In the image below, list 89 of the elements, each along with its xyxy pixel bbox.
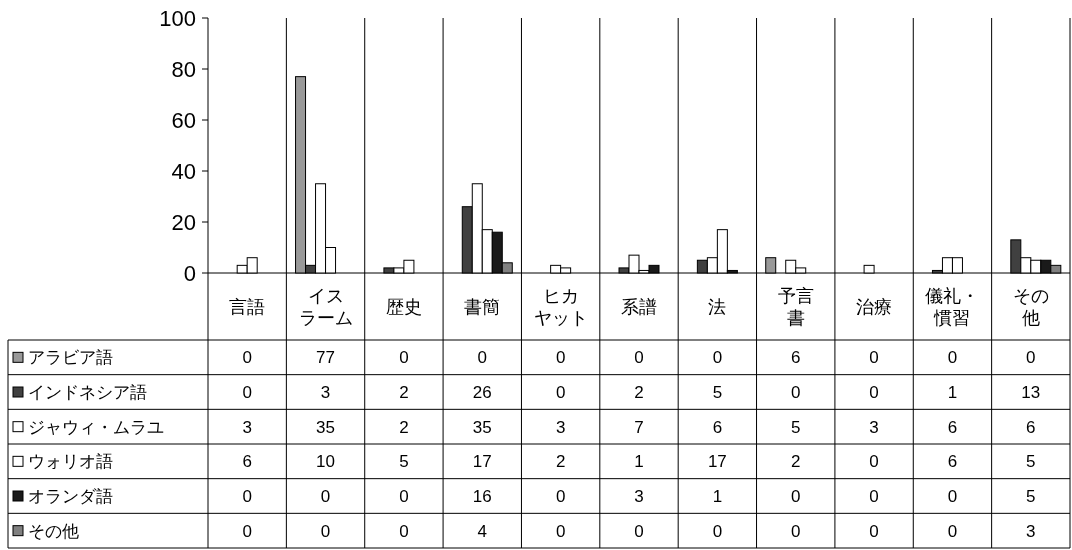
data-label: 5 <box>1026 452 1036 472</box>
y-tick-label: 100 <box>159 6 196 31</box>
data-label: 0 <box>399 521 409 541</box>
data-label: 3 <box>555 417 566 437</box>
data-label: 0 <box>242 487 252 506</box>
data-label: 0 <box>634 521 644 541</box>
data-label: 0 <box>242 383 252 402</box>
data-label: 0 <box>555 348 566 368</box>
data-label: 6 <box>947 417 958 437</box>
y-tick-label: 60 <box>171 108 196 133</box>
data-label: 1 <box>947 383 958 402</box>
data-label: 2 <box>399 383 409 402</box>
data-label: 6 <box>242 452 252 472</box>
data-label: 35 <box>472 417 492 437</box>
legend-label: ウォリオ語 <box>28 452 113 472</box>
x-tick-label: イスラーム <box>298 285 353 328</box>
data-label: 4 <box>477 521 488 541</box>
data-label: 2 <box>790 452 801 472</box>
legend-label: アラビア語 <box>28 348 113 368</box>
data-label: 0 <box>555 383 566 402</box>
data-label: 2 <box>399 417 409 437</box>
data-label: 0 <box>477 348 488 368</box>
data-label: 0 <box>947 521 958 541</box>
data-label: 0 <box>320 521 331 541</box>
data-label: 5 <box>712 383 723 402</box>
data-label: 5 <box>1026 487 1036 506</box>
data-label: 1 <box>634 452 644 472</box>
data-label: 0 <box>1026 348 1036 368</box>
data-label: 7 <box>634 417 644 437</box>
x-tick-label: ヒカヤット <box>533 285 588 328</box>
data-label: 0 <box>555 521 566 541</box>
data-label: 10 <box>316 452 336 472</box>
data-label: 5 <box>790 417 801 437</box>
data-label: 16 <box>472 487 492 506</box>
data-label: 0 <box>242 348 252 368</box>
data-label: 0 <box>790 521 801 541</box>
data-label: 17 <box>472 452 492 472</box>
data-label: 1 <box>712 487 723 506</box>
data-label: 3 <box>242 417 252 437</box>
data-label: 3 <box>634 487 644 506</box>
data-label: 0 <box>399 487 409 506</box>
data-label: 6 <box>947 452 958 472</box>
data-label: 3 <box>1026 521 1036 541</box>
x-tick-label: 書簡 <box>464 296 501 317</box>
y-tick-label: 80 <box>171 57 196 82</box>
data-label: 3 <box>869 417 879 437</box>
data-label: 0 <box>869 348 879 368</box>
data-label: 2 <box>555 452 566 472</box>
data-label: 26 <box>472 383 492 402</box>
x-tick-label: 予言書 <box>777 285 814 328</box>
data-label: 13 <box>1021 383 1041 402</box>
data-label: 0 <box>790 383 801 402</box>
data-label: 0 <box>869 452 879 472</box>
x-tick-label: 言語 <box>229 296 266 317</box>
data-label: 0 <box>869 487 879 506</box>
data-label: 0 <box>712 521 723 541</box>
data-label: 0 <box>634 348 644 368</box>
x-tick-label: 系譜 <box>621 296 657 317</box>
data-label: 35 <box>316 417 336 437</box>
data-label: 0 <box>242 521 252 541</box>
legend-label: その他 <box>28 521 79 541</box>
data-label: 6 <box>790 348 801 368</box>
data-label: 0 <box>320 487 331 506</box>
data-label: 6 <box>1026 417 1036 437</box>
data-label: 0 <box>399 348 409 368</box>
x-tick-label: 歴史 <box>385 296 422 317</box>
x-tick-label: 儀礼・慣習 <box>925 285 980 328</box>
x-tick-label: その他 <box>1012 285 1049 328</box>
x-tick-label: 法 <box>708 296 727 317</box>
data-label: 2 <box>634 383 644 402</box>
y-tick-label: 0 <box>183 261 196 286</box>
data-label: 0 <box>712 348 723 368</box>
y-tick-label: 20 <box>171 210 196 235</box>
data-label: 17 <box>707 452 727 472</box>
data-label: 3 <box>320 383 331 402</box>
data-label: 77 <box>316 348 336 368</box>
data-label: 0 <box>790 487 801 506</box>
x-tick-label: 治療 <box>856 296 893 317</box>
legend-label: インドネシア語 <box>28 383 147 402</box>
data-label: 0 <box>947 348 958 368</box>
y-tick-label: 40 <box>171 159 196 184</box>
data-label: 5 <box>399 452 409 472</box>
legend-label: ジャウィ・ムラユ <box>28 417 164 437</box>
legend-label: オランダ語 <box>28 487 113 506</box>
data-label: 0 <box>947 487 958 506</box>
data-label: 6 <box>712 417 723 437</box>
data-label: 0 <box>869 383 879 402</box>
data-label: 0 <box>555 487 566 506</box>
data-label: 0 <box>869 521 879 541</box>
